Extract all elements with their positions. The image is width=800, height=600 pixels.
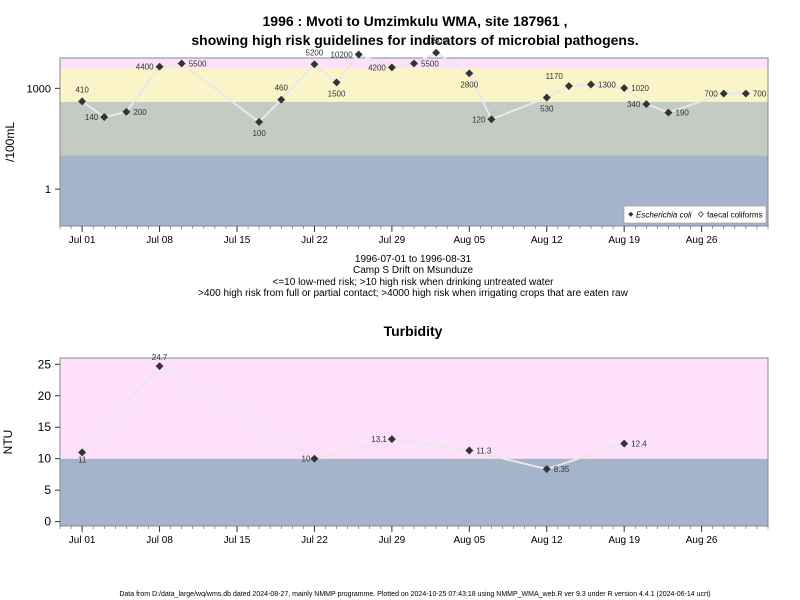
data-label: 190 <box>675 109 689 118</box>
data-label: 410 <box>75 85 89 94</box>
turbidity-title: Turbidity <box>384 323 443 339</box>
x-tick-label: Jul 15 <box>224 535 251 546</box>
x-tick-label: Jul 29 <box>379 235 406 246</box>
subtitle-line-2: Camp S Drift on Msunduze <box>353 265 473 276</box>
x-tick-label: Aug 19 <box>608 535 640 546</box>
legend-entry-faecal: faecal coliforms <box>707 211 763 220</box>
y-tick-label: 1 <box>45 184 51 196</box>
legend-entry-ecoli: Escherichia coli <box>636 211 692 220</box>
y-tick-label: 25 <box>38 357 52 371</box>
y-tick-label: 10 <box>38 452 52 466</box>
data-label: 13.1 <box>371 435 387 444</box>
data-point <box>465 446 474 455</box>
x-tick-label: Jul 08 <box>146 535 173 546</box>
data-label: 11.3 <box>476 446 492 455</box>
data-label: 700 <box>704 90 718 99</box>
data-label: 11 <box>78 455 87 464</box>
data-label: 5500 <box>421 59 439 68</box>
y-tick-label: 5 <box>44 483 51 497</box>
subtitle-line-3: <=10 low-med risk; >10 high risk when dr… <box>273 277 555 288</box>
x-tick-label: Aug 05 <box>453 235 485 246</box>
x-tick-label: Jul 22 <box>301 535 328 546</box>
data-label: 12.4 <box>631 440 647 449</box>
x-tick-label: Jul 01 <box>69 535 96 546</box>
subtitle-line-4: >400 high risk from full or partial cont… <box>198 288 628 299</box>
data-point <box>177 59 186 68</box>
data-label: 10200 <box>330 50 353 59</box>
data-point <box>155 362 164 371</box>
risk-band-1 <box>60 358 768 459</box>
data-label: 700 <box>753 90 767 99</box>
x-tick-label: Aug 26 <box>686 535 718 546</box>
risk-band-2 <box>60 68 768 102</box>
data-label: 4400 <box>136 63 154 72</box>
y-tick-label: 15 <box>38 420 52 434</box>
data-label: 5500 <box>189 59 207 68</box>
data-point <box>387 435 396 444</box>
legend-box <box>623 205 767 224</box>
data-label: 2800 <box>460 80 478 89</box>
y-axis-title: NTU <box>1 430 15 455</box>
data-label: 1020 <box>631 84 649 93</box>
y-tick-label: 20 <box>38 389 52 403</box>
y-tick-label: 1000 <box>27 83 51 95</box>
data-label: 340 <box>627 100 641 109</box>
microbial-panel: Jul 01 Jul 08 Jul 15 Jul 22 Jul 29 Aug 05 Aug … <box>3 37 769 246</box>
x-tick-label: Jul 08 <box>146 235 173 246</box>
turbidity-panel: Jul 01 Jul 08 Jul 15 Jul 22 Jul 29 Aug 05 Aug … <box>1 353 769 546</box>
data-label: 4200 <box>368 63 386 72</box>
risk-band-1 <box>60 101 768 156</box>
data-label: 530 <box>540 105 554 114</box>
data-label: 100 <box>252 129 266 138</box>
data-label: 140 <box>85 113 99 122</box>
y-tick-label: 0 <box>44 515 51 529</box>
data-point <box>100 113 109 121</box>
data-label: 11500 <box>425 37 447 46</box>
chart-title-line1: 1996 : Mvoti to Umzimkulu WMA, site 1879… <box>263 13 568 29</box>
data-label: 8.35 <box>554 465 570 474</box>
data-label: 10 <box>302 455 311 464</box>
chart-title-line2: showing high risk guidelines for indicat… <box>191 32 638 48</box>
x-tick-label: Jul 29 <box>379 535 406 546</box>
risk-band-0 <box>60 458 768 526</box>
data-point <box>310 454 319 463</box>
x-tick-label: Aug 05 <box>453 535 485 546</box>
data-label: 200 <box>133 108 147 117</box>
subtitle-line-1: 1996-07-01 to 1996-08-31 <box>355 254 472 265</box>
data-label: 24.7 <box>152 353 168 362</box>
data-point <box>542 465 551 474</box>
data-label: 1500 <box>328 89 346 98</box>
data-label: 120 <box>472 115 486 124</box>
data-label: 460 <box>275 84 289 93</box>
x-tick-label: Jul 01 <box>69 235 96 246</box>
y-axis-title: /100mL <box>3 122 17 162</box>
x-tick-label: Aug 12 <box>531 535 563 546</box>
data-label: 1170 <box>546 72 564 81</box>
data-label: 5200 <box>306 48 324 57</box>
x-tick-label: Jul 15 <box>224 235 251 246</box>
data-label: 1300 <box>598 81 616 90</box>
x-tick-label: Jul 22 <box>301 235 328 246</box>
x-tick-label: Aug 12 <box>531 235 563 246</box>
legend-marker-faecal <box>697 211 704 218</box>
footer-text: Data from D:/data_large/wq/wms.db dated … <box>119 591 710 598</box>
x-tick-label: Aug 26 <box>686 235 718 246</box>
data-point <box>78 97 87 106</box>
x-tick-label: Aug 19 <box>608 235 640 246</box>
